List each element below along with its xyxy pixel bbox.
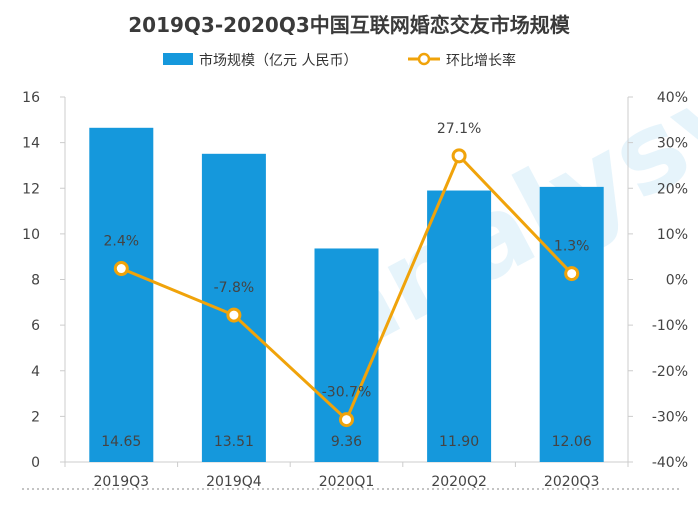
y-left-tick-label: 10	[22, 227, 40, 243]
bar-labels: 14.65 13.51 9.36 11.90 12.06	[101, 434, 592, 450]
growth-point	[113, 261, 129, 277]
growth-point	[226, 307, 242, 323]
x-tick-label: 2020Q1	[319, 474, 375, 490]
bar	[314, 248, 379, 462]
growth-value-label: -7.8%	[214, 280, 255, 296]
y-right-tick-label: -10%	[652, 318, 688, 334]
bar-value-label: 12.06	[552, 434, 592, 450]
y-left-tick-label: 4	[31, 364, 40, 380]
bar	[89, 127, 154, 462]
growth-value-label: 1.3%	[554, 239, 590, 255]
y-right-tick-label: -30%	[652, 409, 688, 425]
pct-labels: 2.4% -7.8% -30.7% 27.1% 1.3%	[104, 121, 590, 401]
y-right-tick-label: 10%	[657, 227, 688, 243]
x-tick-label: 2019Q3	[94, 474, 150, 490]
growth-point	[564, 266, 580, 282]
y-left-tick-label: 6	[31, 318, 40, 334]
legend: 市场规模（亿元 人民币） 环比增长率	[163, 52, 516, 69]
y-left-tick-label: 8	[31, 273, 40, 289]
legend-line-label: 环比增长率	[446, 52, 516, 69]
growth-point	[339, 412, 354, 428]
bar-value-label: 11.90	[439, 434, 479, 450]
bar-value-label: 14.65	[101, 434, 141, 450]
legend-bar-label: 市场规模（亿元 人民币）	[199, 52, 357, 69]
bar-value-label: 9.36	[331, 434, 362, 450]
y-right-tick-label: -40%	[652, 455, 688, 471]
x-tick-label: 2020Q2	[431, 474, 487, 490]
bar-value-label: 13.51	[214, 434, 254, 450]
y-right-tick-label: -20%	[652, 364, 688, 380]
bar	[427, 190, 492, 462]
bars	[89, 127, 604, 462]
chart-title: 2019Q3-2020Q3中国互联网婚恋交友市场规模	[128, 13, 570, 37]
legend-line-marker	[417, 52, 431, 66]
growth-value-label: 27.1%	[437, 121, 481, 137]
y-right-tick-label: 30%	[657, 136, 688, 152]
y-left-tick-label: 2	[31, 409, 40, 425]
y-left-tick-label: 14	[22, 136, 40, 152]
growth-point	[451, 148, 467, 164]
growth-line-layer	[113, 148, 580, 428]
y-left-tick-label: 16	[22, 90, 40, 106]
y-right-tick-label: 0%	[666, 273, 688, 289]
y-left-tick-label: 12	[22, 181, 40, 197]
x-tick-label: 2020Q3	[544, 474, 600, 490]
axes: 0 2 4 6 8 10 12 14 16 -40% -30% -20% -10% 0% 10% 20% 30%…	[22, 90, 688, 490]
x-tick-label: 2019Q4	[206, 474, 262, 490]
bar	[539, 186, 604, 462]
y-right-tick-label: 40%	[657, 90, 688, 106]
y-right-tick-label: 20%	[657, 181, 688, 197]
growth-value-label: 2.4%	[104, 234, 140, 250]
y-left-tick-label: 0	[31, 455, 40, 471]
growth-value-label: -30.7%	[322, 385, 372, 401]
legend-bar-swatch	[163, 53, 193, 65]
